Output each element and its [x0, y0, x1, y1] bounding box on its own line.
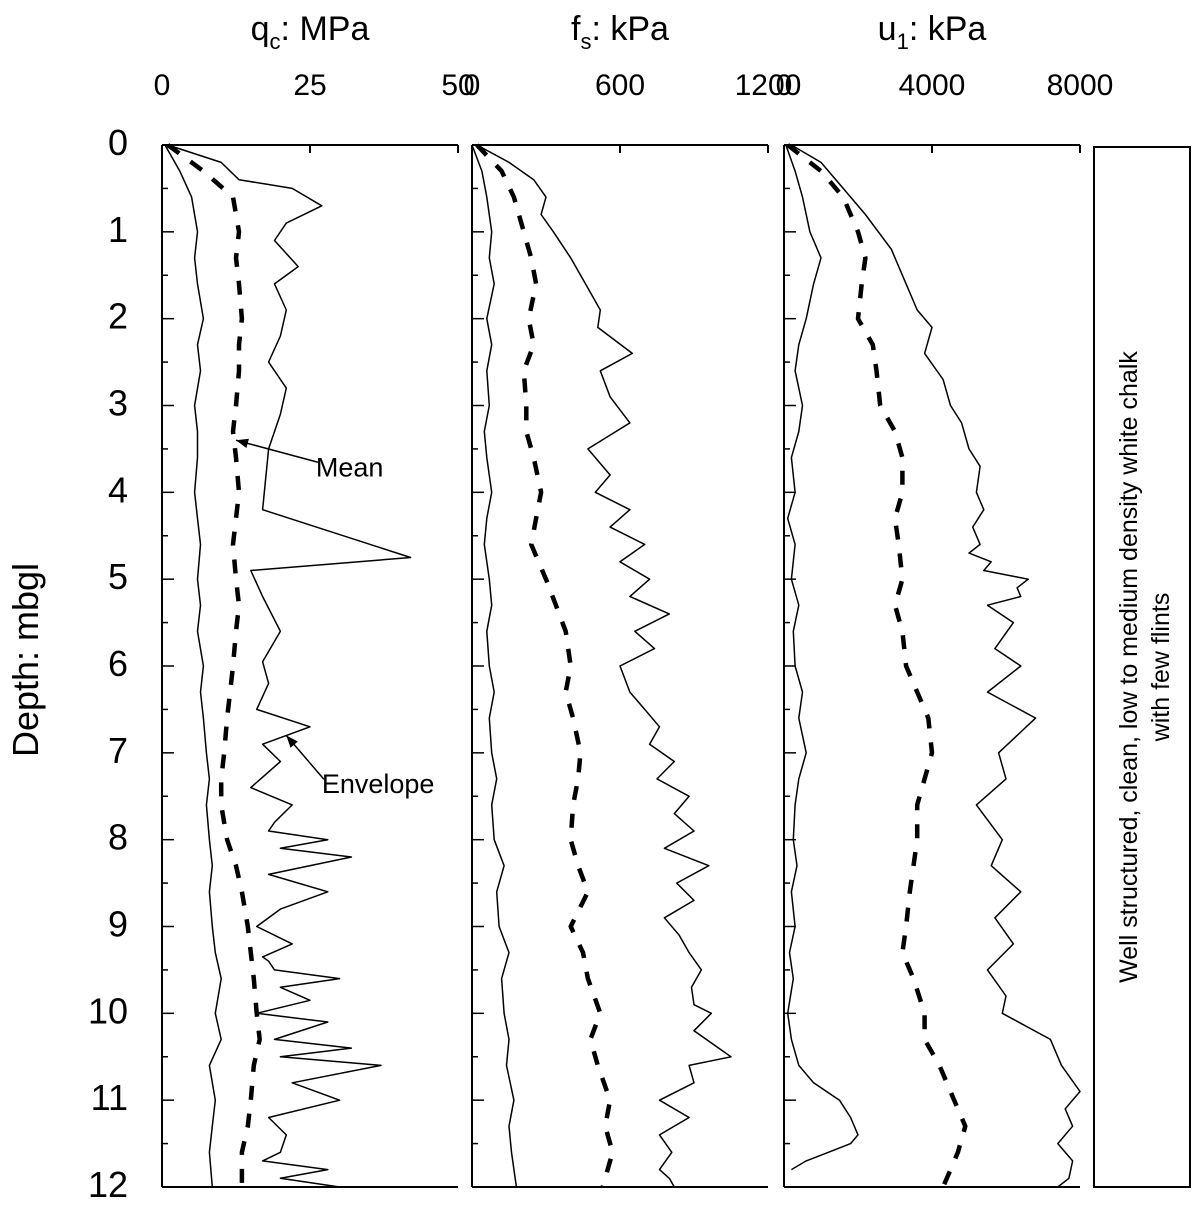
- annotation-mean: Mean: [316, 452, 384, 482]
- y-tick-label-12: 12: [88, 1164, 128, 1205]
- panel-title-unit: : kPa: [591, 10, 669, 48]
- panel-title-subscript: c: [270, 29, 281, 54]
- panel-title-0: qc: MPa: [251, 10, 370, 54]
- panel-qc: qc: MPa 0 25 50 Mean Envelope: [154, 10, 475, 1188]
- envelope-lower-line: [785, 144, 859, 1171]
- x-tick-label-2-4000: 4000: [899, 69, 966, 102]
- y-tick-label-1: 1: [108, 209, 128, 250]
- annotation-envelope: Envelope: [322, 769, 435, 799]
- y-tick-label-11: 11: [91, 1077, 128, 1118]
- y-tick-label-3: 3: [108, 383, 128, 424]
- description-box: Well structured, clean, low to medium de…: [1093, 146, 1191, 1188]
- y-tick-label-2: 2: [108, 296, 128, 337]
- annotation-arrow-head: [236, 438, 249, 449]
- envelope-upper-line: [476, 144, 732, 1188]
- y-tick-label-5: 5: [108, 556, 128, 597]
- y-tick-label-6: 6: [108, 643, 128, 684]
- annotation-arrow-head: [286, 735, 298, 748]
- panel-title-unit: : kPa: [909, 10, 987, 48]
- mean-line: [786, 143, 968, 1188]
- y-tick-label-8: 8: [108, 817, 128, 858]
- y-tick-label-7: 7: [108, 730, 128, 771]
- panel-u1: u1: kPa 0 4000 8000: [776, 10, 1114, 1188]
- x-tick-label-2-8000: 8000: [1047, 69, 1114, 102]
- description-box-frame: [1093, 146, 1191, 1188]
- x-tick-label-0-0: 0: [154, 69, 171, 102]
- x-tick-label-2-0: 0: [776, 69, 793, 102]
- panel-title-1: fs: kPa: [571, 10, 669, 54]
- x-tick-label-1-600: 600: [595, 69, 645, 102]
- y-tick-label-10: 10: [88, 990, 128, 1031]
- panel-title-unit: : MPa: [281, 10, 370, 48]
- panel-title-symbol: q: [251, 10, 270, 48]
- envelope-lower-line: [164, 144, 222, 1188]
- mean-line: [166, 143, 262, 1187]
- panel-title-subscript: s: [580, 29, 591, 54]
- y-tick-label-9: 9: [108, 904, 128, 945]
- panel-title-symbol: f: [571, 10, 581, 48]
- description-line-2: with few flints: [1147, 593, 1175, 743]
- y-axis-label: Depth: mbgl: [5, 563, 46, 757]
- mean-line: [475, 143, 615, 1188]
- envelope-upper-line: [167, 144, 412, 1188]
- annotation-arrow-line: [235, 439, 319, 464]
- panel-title-subscript: 1: [897, 29, 909, 54]
- panel-title-2: u1: kPa: [878, 10, 987, 54]
- description-line-1: Well structured, clean, low to medium de…: [1115, 351, 1143, 983]
- y-tick-label-0: 0: [108, 122, 128, 163]
- panel-fs: fs: kPa 0 600 1200: [464, 10, 802, 1188]
- envelope-lower-line: [471, 144, 518, 1188]
- x-tick-label-1-0: 0: [464, 69, 481, 102]
- envelope-upper-line: [791, 144, 1081, 1188]
- panel-title-symbol: u: [878, 10, 897, 48]
- x-tick-label-0-25: 25: [293, 69, 326, 102]
- x-tick-label-1-1200: 1200: [735, 69, 802, 102]
- y-tick-label-4: 4: [108, 469, 128, 510]
- x-tick-label-0-50: 50: [441, 69, 474, 102]
